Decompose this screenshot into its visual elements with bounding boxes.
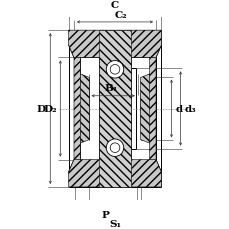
- Circle shape: [106, 139, 123, 157]
- Circle shape: [106, 61, 123, 79]
- Text: D: D: [36, 105, 46, 114]
- Text: D₂: D₂: [43, 105, 57, 114]
- Text: C₂: C₂: [114, 11, 126, 19]
- Text: P: P: [101, 210, 109, 219]
- Text: S₁: S₁: [109, 219, 120, 228]
- Polygon shape: [68, 160, 161, 187]
- Polygon shape: [74, 58, 89, 160]
- Text: C: C: [110, 1, 119, 10]
- Text: d: d: [175, 105, 182, 114]
- Polygon shape: [68, 31, 161, 58]
- Polygon shape: [80, 75, 89, 144]
- Polygon shape: [140, 75, 149, 144]
- Polygon shape: [98, 31, 131, 187]
- Text: B₁: B₁: [104, 83, 117, 92]
- Polygon shape: [140, 58, 155, 160]
- Text: d₃: d₃: [184, 105, 195, 114]
